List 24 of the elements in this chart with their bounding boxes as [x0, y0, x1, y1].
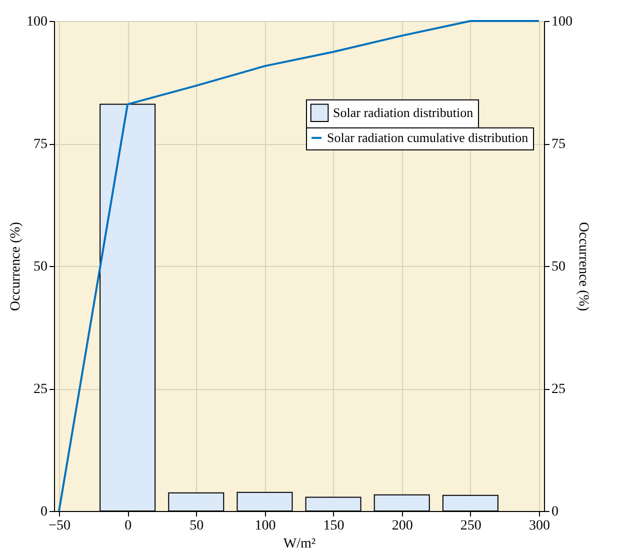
- x-tick-label: 50: [190, 518, 204, 534]
- x-tick-label: 100: [254, 518, 276, 534]
- y2-tick-label: 75: [552, 137, 566, 152]
- y-tick-label: 50: [34, 260, 48, 274]
- x-tick-label: −50: [48, 518, 70, 534]
- y-tick-label: 0: [40, 504, 48, 520]
- y-tick-label: 75: [34, 137, 48, 152]
- y2-tick-label: 0: [552, 504, 558, 520]
- legend-label: Solar radiation distribution: [333, 104, 474, 120]
- x-tick-label: 200: [392, 518, 413, 534]
- y2-tick-label: 100: [552, 14, 572, 30]
- x-tick-label: 300: [529, 518, 550, 534]
- x-tick-label: 250: [460, 518, 482, 534]
- y-tick-label: 25: [34, 382, 48, 397]
- y-tick-label: 100: [26, 14, 48, 30]
- y2-axis-title: Occurrence (%): [576, 222, 590, 312]
- legend-label: Solar radiation cumulative distribution: [327, 130, 529, 145]
- line-series: [58, 20, 540, 512]
- x-tick-label: 150: [323, 518, 344, 534]
- y2-tick-label: 25: [552, 382, 566, 397]
- y-axis-title: Occurrence (%): [8, 222, 24, 311]
- x-axis-title: W/m²: [283, 536, 316, 552]
- y2-tick-label: 50: [552, 260, 566, 274]
- x-tick-label: 0: [124, 518, 132, 534]
